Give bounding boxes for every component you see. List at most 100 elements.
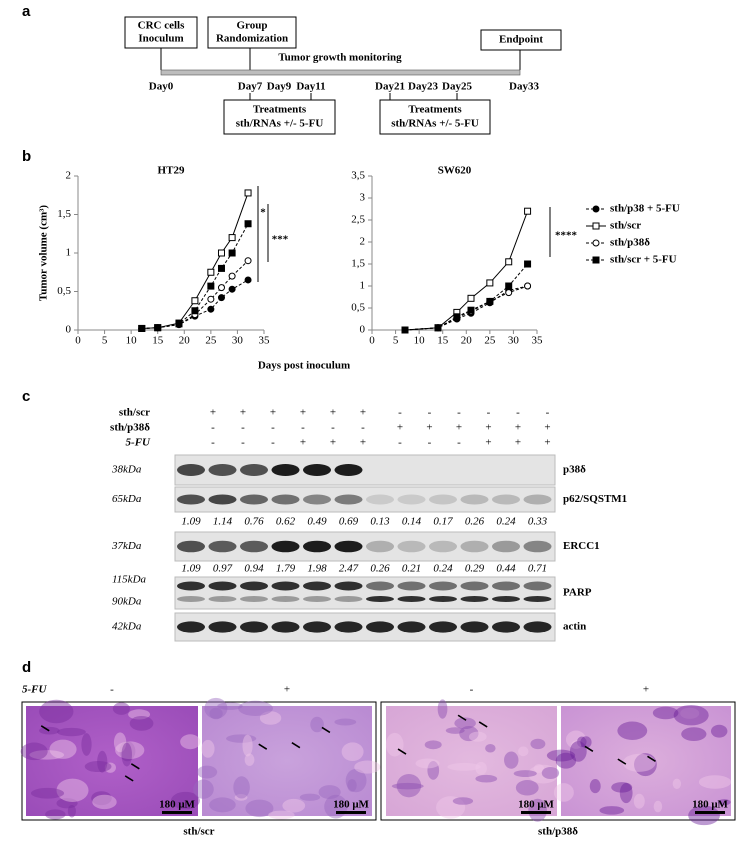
sign: - — [457, 437, 461, 449]
x-tick-label: 25 — [205, 335, 217, 347]
tissue — [580, 736, 592, 749]
tissue — [347, 779, 357, 792]
significance: *** — [272, 234, 289, 246]
marker — [244, 220, 252, 228]
significance: **** — [555, 230, 578, 242]
band — [240, 621, 268, 633]
tissue — [310, 716, 324, 733]
band — [366, 621, 394, 633]
marker — [401, 326, 409, 334]
tissue — [233, 776, 250, 799]
marker — [217, 249, 225, 257]
quant: 0.44 — [496, 563, 516, 575]
y-tick-label: 2,5 — [351, 214, 365, 226]
quant: 0.24 — [496, 516, 516, 528]
series-line — [141, 223, 249, 329]
arrow — [130, 763, 140, 770]
treatment-box — [223, 99, 336, 135]
marker — [217, 284, 225, 292]
legend-label: sth/p38 + 5-FU — [610, 203, 680, 215]
sign: - — [241, 437, 245, 449]
tissue — [553, 783, 574, 802]
quant: 1.14 — [213, 516, 233, 528]
x-axis-label: Days post inoculum — [258, 360, 350, 372]
sign: - — [241, 422, 245, 434]
box — [124, 16, 198, 49]
quant: 1.09 — [181, 563, 201, 575]
tissue — [234, 794, 248, 801]
box — [480, 29, 562, 51]
tissue — [447, 762, 481, 771]
sign: + — [643, 684, 649, 696]
tissue — [518, 746, 529, 757]
band — [397, 596, 426, 602]
timeline-label: Tumor growth monitoring — [278, 52, 402, 64]
tissue — [345, 768, 367, 793]
quant: 0.17 — [433, 516, 453, 528]
scale-label: 180 μM — [159, 799, 195, 811]
band — [460, 494, 489, 505]
quant: 0.24 — [433, 563, 453, 575]
quant: 1.09 — [181, 516, 201, 528]
x-tick-label: 0 — [75, 335, 81, 347]
band — [303, 596, 331, 602]
histology-image — [26, 706, 198, 816]
tissue — [299, 793, 321, 801]
scale-label: 180 μM — [333, 799, 369, 811]
band — [397, 621, 426, 633]
tissue — [180, 734, 201, 750]
timeline-bar — [160, 69, 521, 76]
tissue — [427, 761, 440, 780]
tissue — [718, 799, 731, 806]
tissue — [530, 738, 546, 750]
kda-label: 115kDa — [112, 574, 147, 586]
tissue — [282, 798, 306, 813]
sign: - — [487, 407, 491, 419]
tissue — [238, 700, 273, 717]
arrow — [584, 745, 594, 752]
sign: + — [544, 437, 550, 449]
quant: 0.69 — [339, 516, 359, 528]
x-tick-label: 15 — [152, 335, 164, 347]
tissue — [244, 753, 255, 766]
quant: 0.71 — [528, 563, 547, 575]
row-label: 5-FU — [126, 437, 152, 449]
y-tick-label: 2 — [360, 236, 366, 248]
arrow — [258, 743, 268, 750]
tissue — [445, 727, 465, 734]
tissue — [633, 793, 645, 809]
series-line — [404, 263, 528, 331]
quant: 1.79 — [276, 563, 296, 575]
blot-label: PARP — [563, 587, 592, 599]
tissue — [259, 711, 282, 725]
marker — [191, 307, 199, 315]
tissue — [57, 727, 86, 737]
tissue — [533, 764, 545, 773]
tissue — [672, 778, 682, 790]
tissue — [569, 741, 587, 762]
blot-strip — [174, 612, 556, 642]
row-label: sth/scr — [119, 407, 150, 419]
sign: - — [211, 437, 215, 449]
day-label: Day9 — [267, 81, 292, 93]
quant: 2.47 — [339, 563, 359, 575]
legend-marker — [592, 222, 600, 230]
band — [397, 540, 426, 553]
tissue — [504, 751, 519, 769]
histology-image — [202, 706, 372, 816]
y-tick-label: 3,5 — [351, 170, 365, 182]
kda-label: 42kDa — [112, 621, 142, 633]
marker — [228, 234, 236, 242]
tissue — [39, 726, 60, 735]
tissue — [619, 782, 633, 804]
band — [460, 596, 489, 602]
arrow — [40, 725, 50, 732]
band — [240, 464, 268, 476]
marker — [244, 276, 252, 284]
marker — [505, 289, 513, 297]
tissue — [436, 796, 466, 819]
marker — [486, 297, 494, 305]
band — [303, 494, 331, 505]
band — [523, 494, 552, 505]
